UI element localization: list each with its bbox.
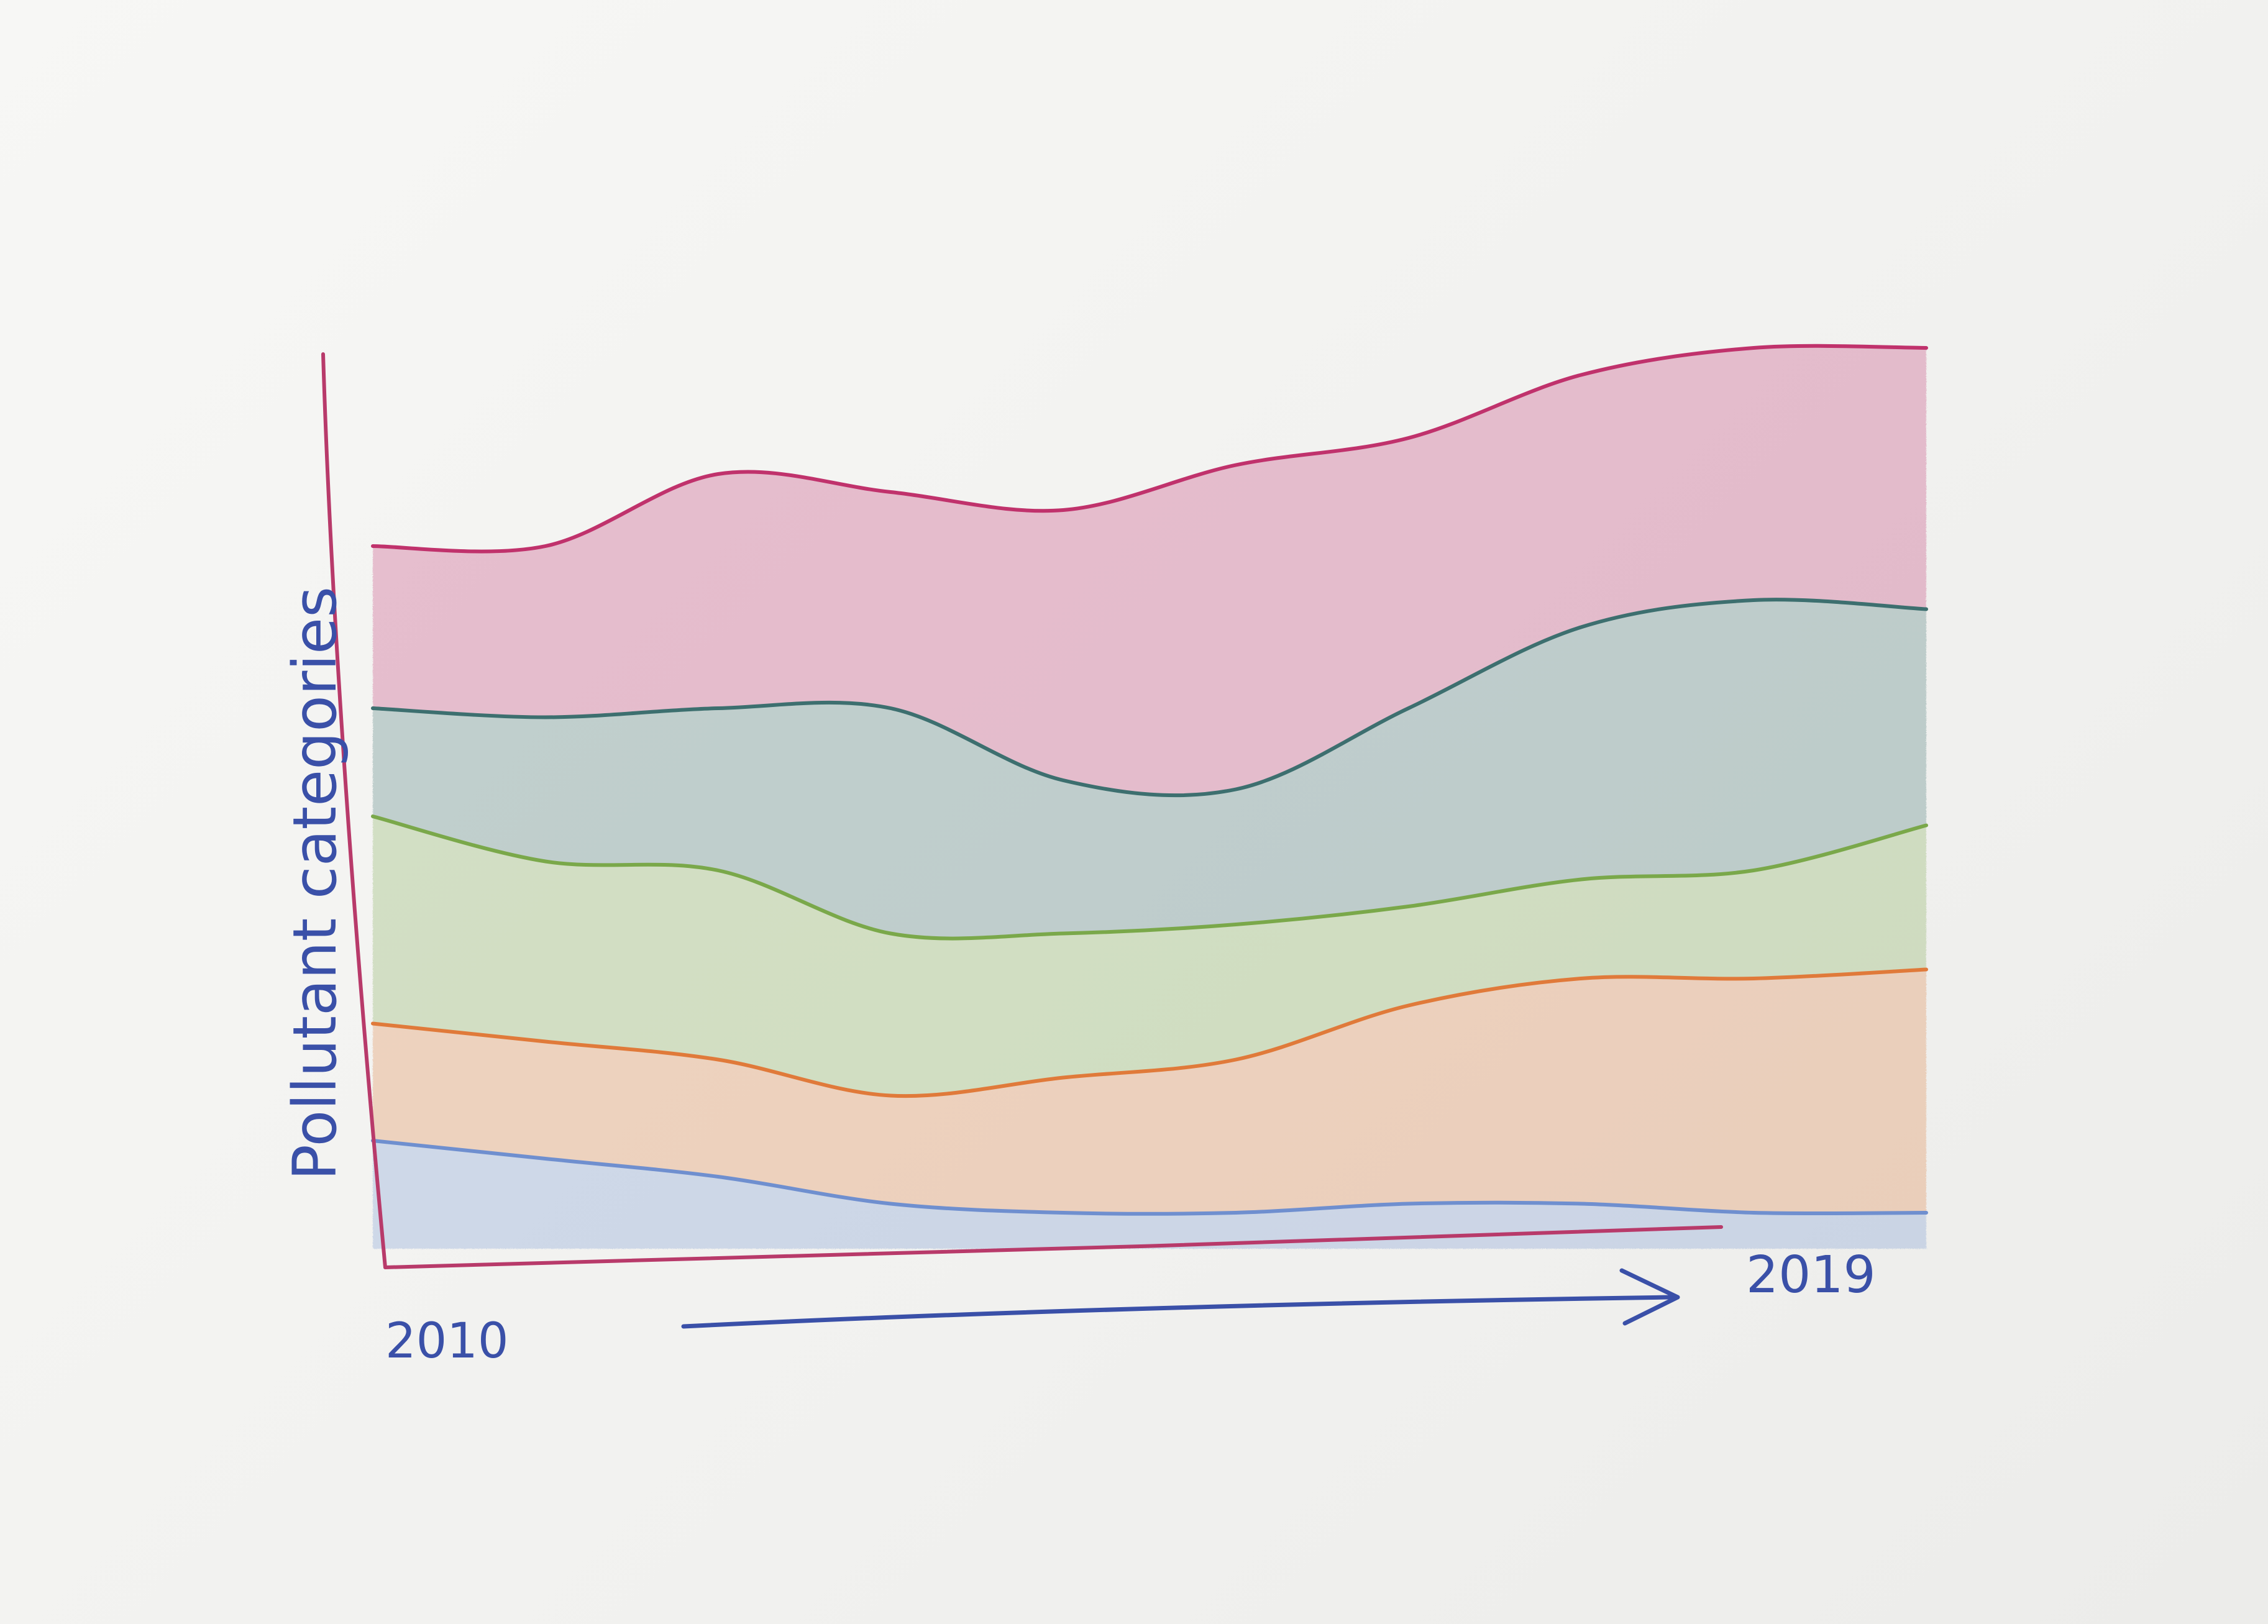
time-arrow-head	[1619, 1268, 1680, 1326]
x-axis-line	[383, 1225, 1723, 1269]
line-series-1	[371, 1139, 1928, 1216]
y-axis-line	[321, 352, 387, 1269]
area-series-2	[373, 969, 1926, 1214]
line-series-4	[371, 598, 1928, 798]
areas-layer	[373, 345, 1926, 1249]
x-tick-label-end: 2019	[1746, 1246, 1876, 1305]
area-series-5	[373, 345, 1926, 796]
lines-layer	[371, 344, 1928, 1216]
time-arrow	[681, 1295, 1674, 1329]
area-series-1	[373, 1141, 1926, 1249]
y-axis-label: Pollutant categories	[280, 586, 350, 1180]
x-tick-label-start: 2010	[385, 1313, 509, 1369]
line-series-5	[371, 344, 1928, 554]
line-series-2	[371, 967, 1928, 1098]
area-series-4	[373, 600, 1926, 939]
line-series-3	[371, 814, 1928, 941]
